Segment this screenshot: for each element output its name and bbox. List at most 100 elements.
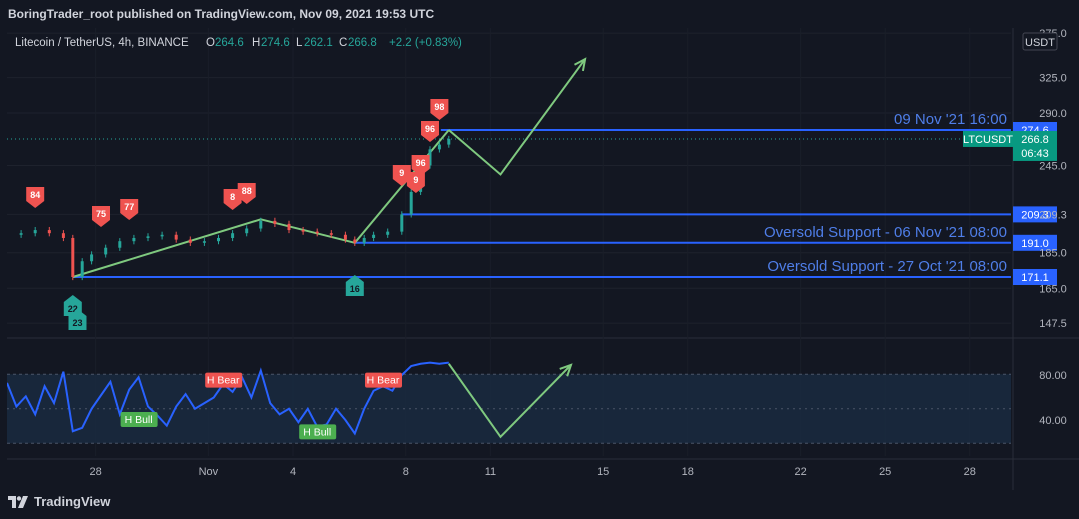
symbol-label: Litecoin / TetherUS, 4h, BINANCE bbox=[15, 37, 189, 49]
candle-body bbox=[315, 231, 319, 234]
rsi-projection-arrow bbox=[447, 363, 572, 439]
chart-frame[interactable]: 09 Nov '21 16:00 274.6 209.3 Oversold Suppo… bbox=[6, 28, 1079, 490]
tradingview-icon bbox=[8, 495, 28, 508]
rsi-band bbox=[7, 373, 1011, 444]
price-tick-label: 245.0 bbox=[1039, 160, 1067, 172]
sell-marker-text: 77 bbox=[124, 202, 134, 212]
time-tick-label: 4 bbox=[290, 466, 296, 478]
sell-marker bbox=[392, 165, 411, 186]
axes: 147.5165.0185.0209.3245.0290.0325.0375.0… bbox=[89, 28, 1066, 478]
sell-marker bbox=[223, 189, 242, 210]
currency-button-frame[interactable] bbox=[1022, 32, 1058, 51]
price-tick-label: 147.5 bbox=[1039, 318, 1067, 330]
sell-marker-text: 88 bbox=[242, 186, 252, 196]
sell-marker bbox=[92, 206, 110, 227]
time-tick-label: 15 bbox=[597, 466, 609, 478]
currency-button-label[interactable]: USDT bbox=[1025, 37, 1055, 49]
price-tick-label: 185.0 bbox=[1039, 248, 1067, 260]
sell-marker-text: 96 bbox=[416, 158, 426, 168]
rsi-tick-label: 80.00 bbox=[1039, 370, 1067, 382]
trend-lines bbox=[72, 57, 587, 439]
divergence-label: H Bull bbox=[125, 414, 153, 426]
tradingview-logo[interactable]: TradingView bbox=[8, 494, 110, 509]
candle-body bbox=[188, 239, 192, 243]
buy-marker-text: 22 bbox=[68, 304, 78, 314]
candle-body bbox=[273, 220, 277, 224]
level-axis-value: 171.1 bbox=[1021, 272, 1049, 284]
publish-info: BoringTrader_root published on TradingVi… bbox=[8, 7, 435, 21]
low-label: L bbox=[296, 37, 303, 49]
sell-marker-text: 9 bbox=[399, 168, 404, 178]
time-tick-label: 25 bbox=[879, 466, 891, 478]
candle-body bbox=[202, 241, 206, 243]
trend-line bbox=[354, 129, 450, 244]
candle-body bbox=[71, 237, 75, 277]
current-price-badge bbox=[1013, 130, 1057, 161]
candle-body bbox=[362, 237, 366, 243]
candle-body bbox=[118, 241, 122, 248]
rsi-line bbox=[6, 361, 449, 436]
rsi-series-line bbox=[6, 361, 449, 436]
candle-body bbox=[287, 223, 291, 231]
time-tick-label: 8 bbox=[403, 466, 409, 478]
candle-body bbox=[343, 234, 347, 240]
candle-body bbox=[47, 230, 51, 234]
sell-marker-text: 75 bbox=[96, 209, 106, 219]
sell-marker bbox=[430, 99, 449, 120]
level-label: Oversold Support - 06 Nov '21 08:00 bbox=[764, 224, 1007, 241]
sell-marker-text: 8 bbox=[230, 192, 235, 202]
level-axis-value: 191.0 bbox=[1021, 238, 1049, 250]
currency-button[interactable]: USDT bbox=[1022, 32, 1058, 51]
low-value: 262.1 bbox=[304, 37, 333, 49]
buy-marker bbox=[68, 309, 87, 330]
current-price-value: 266.8 bbox=[1021, 134, 1049, 146]
divergence-label: H Bear bbox=[207, 375, 240, 387]
buy-marker bbox=[345, 275, 364, 296]
candle-body bbox=[428, 149, 432, 166]
tradingview-brand: TradingView bbox=[34, 494, 111, 509]
candle-body bbox=[372, 234, 376, 238]
candle-body bbox=[231, 233, 235, 238]
symbol-tag bbox=[963, 130, 1013, 147]
divergence-badge bbox=[365, 372, 402, 388]
sell-marker-text: 84 bbox=[30, 190, 40, 200]
ohlc-legend: O 264.6 H 274.6 L 262.1 C 266.8 +2.2 (+0… bbox=[206, 37, 462, 49]
candle-body bbox=[437, 144, 441, 150]
sell-marker-text: 98 bbox=[434, 102, 444, 112]
chart-svg[interactable]: 09 Nov '21 16:00 274.6 209.3 Oversold Suppo… bbox=[6, 28, 1079, 490]
candle-body bbox=[80, 261, 84, 277]
candle-body bbox=[301, 230, 305, 232]
price-tick-label: 165.0 bbox=[1039, 283, 1067, 295]
price-tick-label: 209.3 bbox=[1039, 209, 1067, 221]
candle-body bbox=[400, 214, 404, 232]
time-tick-label: 28 bbox=[89, 466, 101, 478]
level-axis-value: 209.3 bbox=[1021, 209, 1049, 221]
time-tick-label: Nov bbox=[199, 466, 219, 478]
candle-body bbox=[259, 220, 263, 229]
trend-line bbox=[260, 218, 356, 244]
candle-body bbox=[90, 254, 94, 262]
divergence-badge bbox=[299, 424, 337, 440]
level-axis-badge bbox=[1013, 269, 1057, 285]
current-price-countdown: 06:43 bbox=[1021, 148, 1049, 160]
price-projection-arrow bbox=[448, 58, 586, 176]
sell-marker bbox=[406, 172, 425, 193]
buy-marker-text: 23 bbox=[72, 318, 82, 328]
price-tick-label: 325.0 bbox=[1039, 73, 1067, 85]
divergence-badge bbox=[205, 372, 243, 388]
time-tick-label: 18 bbox=[682, 466, 694, 478]
candle-body bbox=[160, 234, 164, 237]
candle-body bbox=[61, 233, 65, 238]
sell-marker bbox=[421, 121, 439, 142]
candle-body bbox=[19, 233, 23, 235]
sell-marker-text: 96 bbox=[425, 124, 435, 134]
level-axis-badge bbox=[1013, 234, 1057, 251]
candle-body bbox=[33, 230, 37, 234]
open-value: 264.6 bbox=[215, 37, 244, 49]
candle-body bbox=[353, 239, 357, 243]
level-axis-badge bbox=[1013, 206, 1057, 223]
candle-body bbox=[409, 191, 413, 215]
rsi-projection-arrow-head bbox=[559, 363, 573, 377]
sell-marker bbox=[411, 155, 430, 176]
